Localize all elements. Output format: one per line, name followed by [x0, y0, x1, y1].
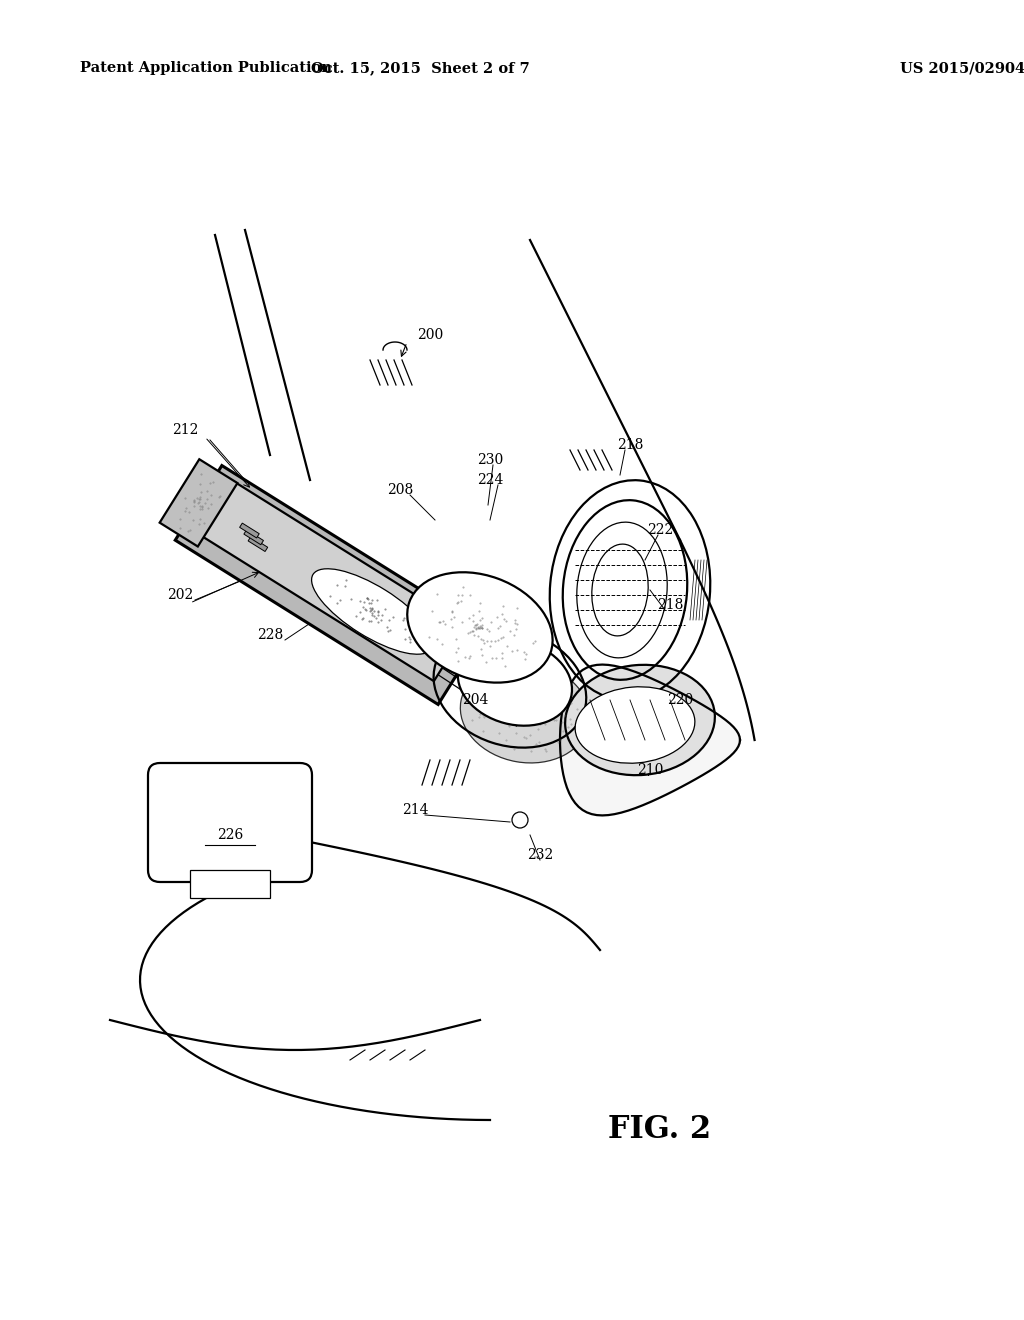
- Text: 212: 212: [172, 422, 199, 437]
- Ellipse shape: [311, 569, 433, 655]
- Text: 202: 202: [167, 587, 194, 602]
- Text: 226: 226: [217, 828, 243, 842]
- Text: US 2015/0290477 A1: US 2015/0290477 A1: [900, 61, 1024, 75]
- Text: 224: 224: [477, 473, 503, 487]
- Text: 220: 220: [667, 693, 693, 708]
- Text: 208: 208: [387, 483, 413, 498]
- Text: 214: 214: [401, 803, 428, 817]
- Text: 228: 228: [257, 628, 283, 642]
- Ellipse shape: [408, 573, 553, 682]
- Text: Patent Application Publication: Patent Application Publication: [80, 61, 332, 75]
- Polygon shape: [560, 664, 740, 816]
- Ellipse shape: [458, 639, 572, 726]
- Polygon shape: [244, 529, 263, 545]
- Polygon shape: [160, 459, 238, 546]
- Ellipse shape: [461, 661, 590, 763]
- Text: 230: 230: [477, 453, 503, 467]
- Polygon shape: [203, 483, 468, 681]
- Polygon shape: [190, 870, 270, 898]
- Text: FIG. 2: FIG. 2: [608, 1114, 712, 1146]
- Polygon shape: [175, 466, 484, 705]
- Polygon shape: [248, 537, 267, 552]
- Ellipse shape: [575, 686, 695, 763]
- Text: 218: 218: [616, 438, 643, 451]
- Text: 210: 210: [637, 763, 664, 777]
- Text: 204: 204: [462, 693, 488, 708]
- FancyBboxPatch shape: [148, 763, 312, 882]
- Text: 200: 200: [417, 327, 443, 342]
- Text: 232: 232: [527, 847, 553, 862]
- Polygon shape: [240, 523, 259, 539]
- Text: 222: 222: [647, 523, 673, 537]
- Text: 218: 218: [656, 598, 683, 612]
- Circle shape: [512, 812, 528, 828]
- Ellipse shape: [565, 665, 715, 775]
- Text: Oct. 15, 2015  Sheet 2 of 7: Oct. 15, 2015 Sheet 2 of 7: [310, 61, 529, 75]
